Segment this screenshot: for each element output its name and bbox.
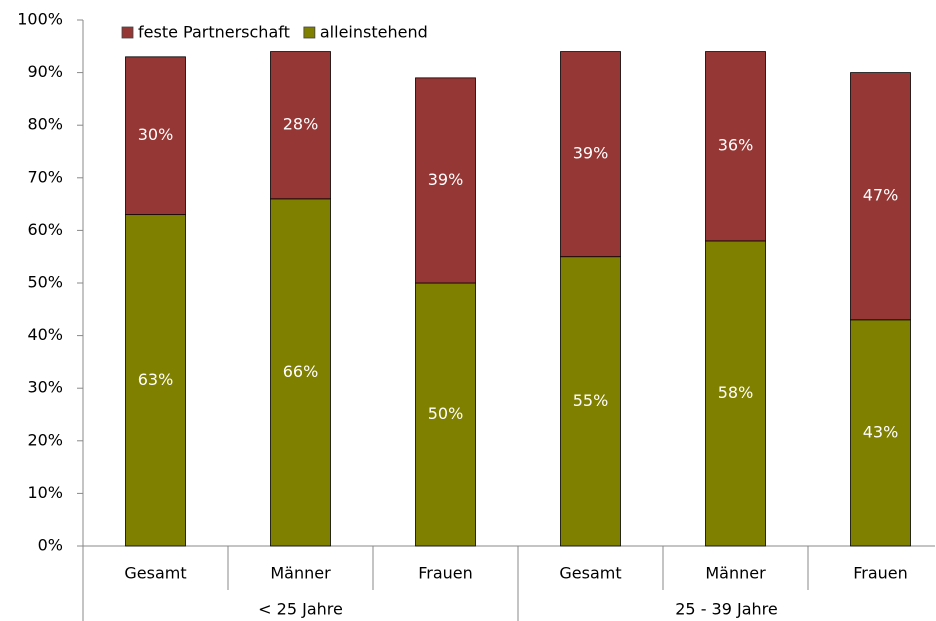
- bar-segment: [560, 256, 621, 547]
- bar-segment: [270, 51, 331, 200]
- bar-segment: [560, 51, 621, 258]
- data-label: 43%: [863, 422, 899, 441]
- group-label: < 25 Jahre: [258, 600, 343, 619]
- bar-segment: [125, 56, 186, 216]
- data-label: 63%: [138, 370, 174, 389]
- x-tick-label: Gesamt: [124, 564, 186, 583]
- y-tick-label: 30%: [27, 378, 63, 397]
- legend-swatch: [303, 26, 316, 39]
- data-label: 39%: [573, 144, 609, 163]
- legend-label: alleinstehend: [320, 23, 428, 42]
- data-label: 30%: [138, 125, 174, 144]
- y-tick-label: 100%: [17, 10, 63, 29]
- y-tick-label: 50%: [27, 273, 63, 292]
- y-tick-label: 60%: [27, 220, 63, 239]
- data-label: 39%: [428, 170, 464, 189]
- bar-segment: [850, 72, 911, 321]
- bar-segment: [415, 77, 476, 284]
- data-label: 58%: [718, 383, 754, 402]
- bar-segment: [705, 240, 766, 547]
- y-tick-label: 40%: [27, 325, 63, 344]
- bar-segment: [705, 51, 766, 242]
- data-label: 50%: [428, 404, 464, 423]
- y-tick-label: 80%: [27, 115, 63, 134]
- y-tick-label: 70%: [27, 167, 63, 186]
- y-tick-label: 10%: [27, 483, 63, 502]
- x-tick-label: Frauen: [418, 564, 473, 583]
- bar-segment: [415, 282, 476, 547]
- x-tick-label: Männer: [270, 564, 331, 583]
- x-tick-label: Männer: [705, 564, 766, 583]
- x-tick-label: Gesamt: [559, 564, 621, 583]
- data-label: 55%: [573, 391, 609, 410]
- y-tick-label: 90%: [27, 62, 63, 81]
- data-label: 47%: [863, 186, 899, 205]
- legend-label: feste Partnerschaft: [138, 23, 290, 42]
- y-tick-label: 0%: [38, 536, 63, 555]
- data-label: 36%: [718, 136, 754, 155]
- x-tick-label: Frauen: [853, 564, 908, 583]
- y-tick-label: 20%: [27, 430, 63, 449]
- data-label: 28%: [283, 115, 319, 134]
- data-label: 66%: [283, 362, 319, 381]
- group-label: 25 - 39 Jahre: [675, 600, 777, 619]
- bar-segment: [850, 319, 911, 547]
- legend-swatch: [121, 26, 134, 39]
